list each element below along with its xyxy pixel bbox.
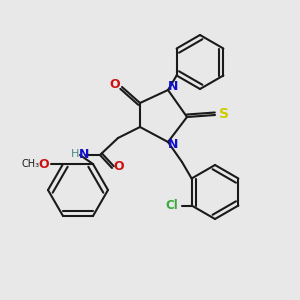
Text: O: O: [110, 77, 120, 91]
Text: CH₃: CH₃: [22, 159, 40, 169]
Text: N: N: [168, 80, 178, 94]
Text: H: H: [71, 149, 79, 159]
Text: Cl: Cl: [165, 199, 178, 212]
Text: O: O: [39, 158, 49, 170]
Text: N: N: [168, 139, 178, 152]
Text: N: N: [79, 148, 89, 160]
Text: S: S: [219, 107, 229, 121]
Text: O: O: [114, 160, 124, 172]
